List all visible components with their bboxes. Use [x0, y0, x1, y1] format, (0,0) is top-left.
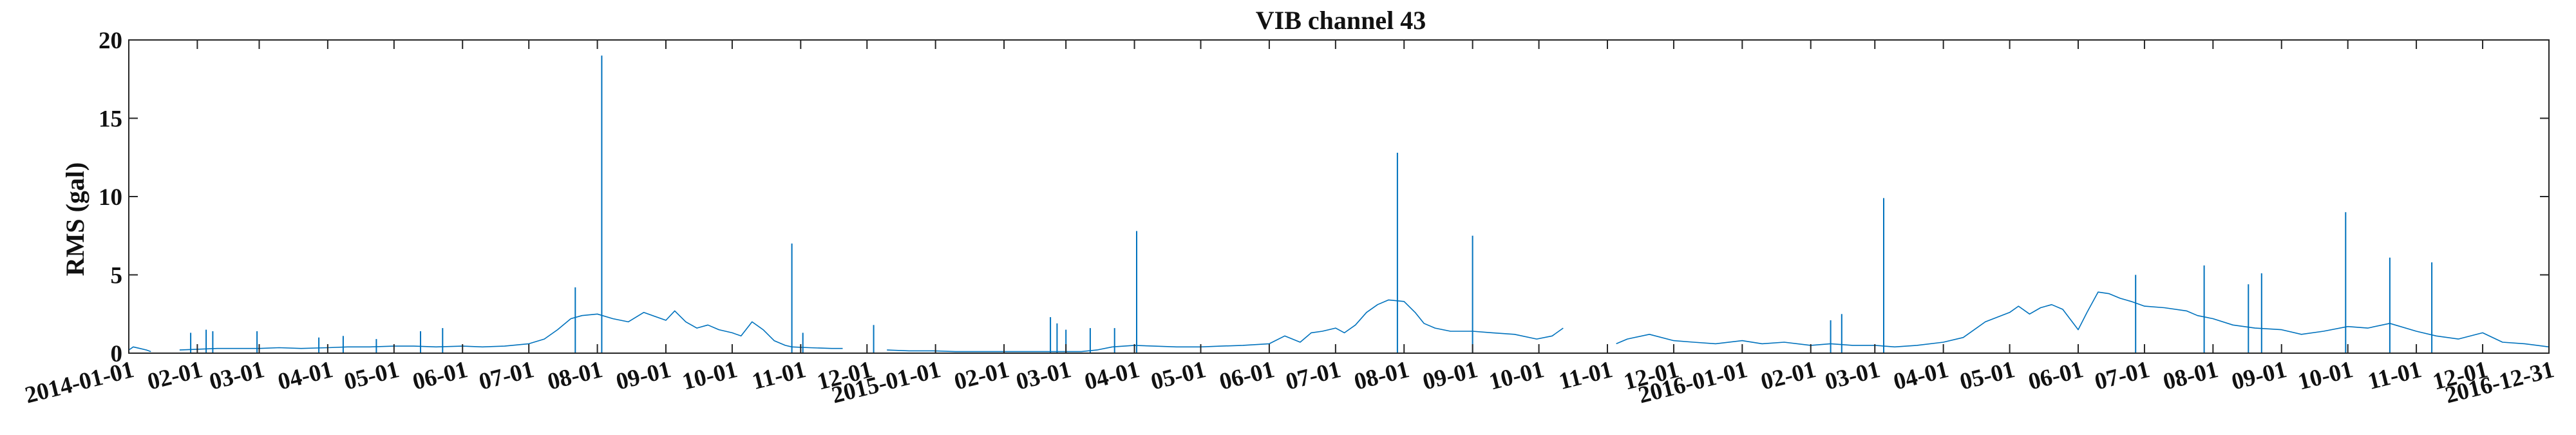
y-tick-label: 15 — [99, 106, 122, 133]
y-tick-label: 20 — [99, 28, 122, 54]
series-segment-2 — [179, 318, 571, 351]
series-segment-7 — [1616, 291, 2550, 348]
y-axis-label: RMS (gal) — [61, 162, 90, 276]
series-segment-3 — [571, 310, 792, 348]
y-tick-label: 10 — [99, 184, 122, 211]
plot-area — [128, 55, 2550, 353]
series-segment-5 — [887, 346, 1113, 353]
series-segment-1 — [128, 346, 151, 353]
y-tick-label: 0 — [111, 341, 123, 367]
y-tick-label: 5 — [111, 263, 123, 289]
chart-title: VIB channel 43 — [1256, 6, 1426, 35]
series-segment-6 — [1112, 299, 1564, 348]
